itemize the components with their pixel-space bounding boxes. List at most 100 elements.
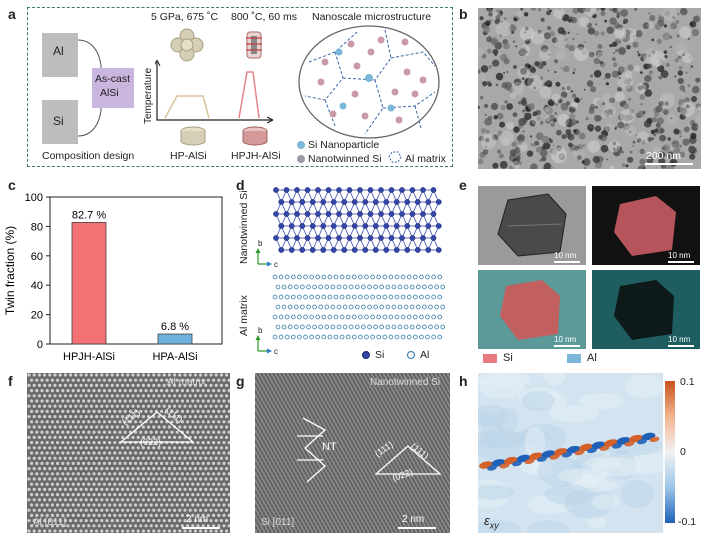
scale-label-e2: 10 nm <box>668 251 691 260</box>
axis-c-si: c <box>274 260 278 269</box>
legend-nanotwinned-si: Nanotwinned Si <box>308 153 382 165</box>
axis-b-al: b <box>258 326 263 335</box>
microstructure-circle <box>298 25 440 139</box>
al-box <box>42 33 78 77</box>
strain-map <box>478 373 672 533</box>
al-lattice-diagram <box>272 274 445 340</box>
colorbar-min: -0.1 <box>678 516 697 528</box>
twin-fraction-chart: 0 20 40 60 80 100 Twin fraction (%) 82.7 % HPJH-… <box>3 192 223 363</box>
panel-label-e: e <box>459 177 467 193</box>
tem-speckle-b <box>478 8 701 169</box>
ascast-line2: AlSi <box>100 87 119 99</box>
eds-si-map <box>592 186 700 265</box>
legend-d-al: Al <box>420 349 430 361</box>
legend-si-nanoparticle: Si Nanoparticle <box>308 139 380 151</box>
scalebar-e1 <box>554 261 580 263</box>
legend-al-matrix: Al matrix <box>405 153 446 165</box>
panel-label-f: f <box>8 373 13 389</box>
panel-label-a: a <box>8 6 16 22</box>
bar <box>157 333 193 345</box>
eds-al-map <box>592 270 700 349</box>
colorbar-max: 0.1 <box>680 376 695 388</box>
title-f: Al matrix <box>167 377 206 388</box>
y-tick-label: 100 <box>25 192 43 204</box>
al-atom-legend-icon <box>406 350 416 360</box>
y-tick-label: 40 <box>31 280 43 292</box>
nt-label-g: NT <box>322 441 337 453</box>
legend-dots <box>297 141 305 163</box>
al-matrix-label: Al matrix <box>238 295 250 336</box>
y-tick-label: 80 <box>31 221 43 233</box>
title-g: Nanotwinned Si <box>370 377 441 388</box>
tem-image-b <box>478 8 701 169</box>
heating-coil-icon <box>246 31 262 59</box>
axes-icon-al <box>255 335 272 354</box>
scalebar-b <box>645 163 693 165</box>
colorbar <box>665 381 675 523</box>
panel-a-frame <box>27 7 453 167</box>
scale-label-e4: 10 nm <box>668 335 691 344</box>
si-lattice-diagram <box>273 187 442 253</box>
scalebar-e4 <box>668 345 694 347</box>
eds-haadf-image <box>478 186 586 265</box>
y-tick-label: 20 <box>31 310 43 322</box>
nanotwinned-si-label: Nanotwinned Si <box>238 190 250 264</box>
zone-g: Si [011] <box>261 517 295 528</box>
condition-2: 800 ˚C, 60 ms <box>231 11 297 23</box>
category-label: HPJH-AlSi <box>63 351 115 363</box>
hp-cylinder-icon <box>180 126 206 146</box>
si-box <box>42 100 78 144</box>
zone-f: Al [011] <box>33 517 67 528</box>
bar-data-label: 82.7 % <box>72 209 106 221</box>
category-label: HPA-AlSi <box>152 351 197 363</box>
scale-label-e3: 10 nm <box>554 335 577 344</box>
y-axis-label: Twin fraction (%) <box>3 226 17 315</box>
scalebar-e2 <box>668 261 694 263</box>
legend-e-al-swatch <box>567 354 581 363</box>
si-atom-legend-icon <box>362 351 370 359</box>
legend-d-si: Si <box>375 349 385 361</box>
si-text: Si <box>53 114 64 128</box>
ascast-line1: As-cast <box>95 73 131 85</box>
scale-label-b: 200 nm <box>646 150 682 162</box>
lattice-dots-f <box>27 373 230 533</box>
scale-label-e1: 10 nm <box>554 251 577 260</box>
temperature-profile <box>155 60 274 124</box>
nanoparticle-cluster-icon <box>170 28 204 62</box>
scalebar-e3 <box>554 345 580 347</box>
ascast-box <box>92 68 134 108</box>
al-matrix-legend-icon <box>388 151 402 163</box>
hpjh-cylinder-icon <box>242 126 268 146</box>
legend-e-al: Al <box>587 352 597 364</box>
axes-icon-si <box>255 248 272 267</box>
legend-e-si: Si <box>503 352 513 364</box>
temperature-axis-label: Temperature <box>143 67 154 124</box>
strain-sub: xy <box>489 520 499 531</box>
nanoscale-title: Nanoscale microstructure <box>312 11 432 23</box>
axis-b-si: b <box>258 239 263 248</box>
y-tick-label: 60 <box>31 251 43 263</box>
al-text: Al <box>53 44 64 58</box>
plot-frame <box>49 196 223 345</box>
composition-caption: Composition design <box>42 150 135 162</box>
panel-label-d: d <box>236 177 245 193</box>
scalebar-f <box>182 527 220 529</box>
colorbar-zero: 0 <box>680 446 686 458</box>
bar <box>71 222 107 345</box>
panel-label-c: c <box>8 177 16 193</box>
twin-boundary-marker <box>297 417 327 483</box>
bar-data-label: 6.8 % <box>161 321 189 333</box>
index-f-3: (022) <box>140 437 162 447</box>
indexing-triangle-g <box>374 445 442 475</box>
legend-e-si-swatch <box>483 354 497 363</box>
indexing-triangle-f <box>119 411 195 443</box>
panel-label-b: b <box>459 6 468 22</box>
scale-label-f: 2 nm <box>186 514 209 525</box>
axis-c-al: c <box>274 347 278 356</box>
hp-label: HP-AlSi <box>170 150 207 162</box>
scale-label-g: 2 nm <box>402 514 425 525</box>
eds-overlay-map <box>478 270 586 349</box>
condition-1: 5 GPa, 675 ˚C <box>151 11 219 23</box>
panel-label-g: g <box>236 373 245 389</box>
strain-symbol: εxy <box>484 513 499 531</box>
